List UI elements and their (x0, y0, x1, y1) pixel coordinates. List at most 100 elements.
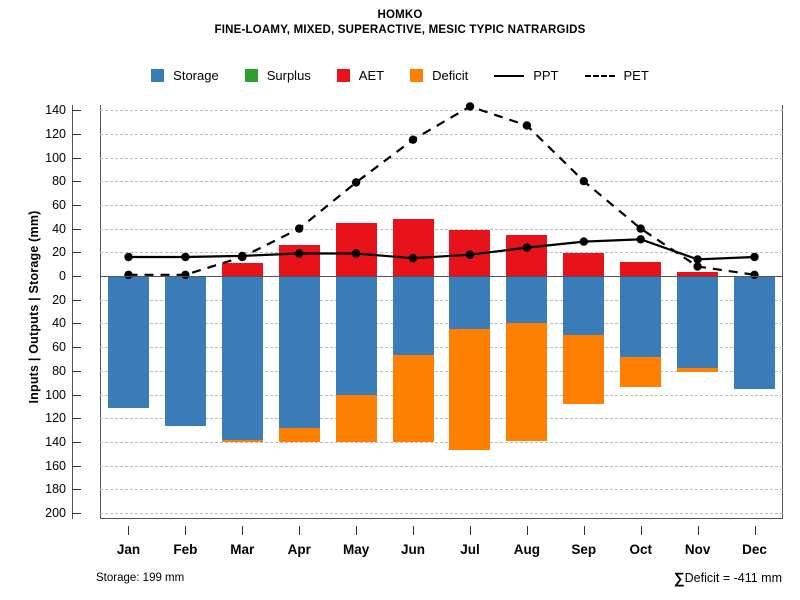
bar-segment-storage (278, 276, 320, 428)
x-tick-label-sep: Sep (571, 542, 597, 557)
deficit-total-label: ∑Deficit = -411 mm (674, 570, 782, 587)
y-tick-mark (72, 441, 81, 443)
x-tick-label-nov: Nov (684, 542, 711, 557)
x-tick-mark (583, 526, 585, 535)
ppt-point[interactable] (351, 249, 361, 258)
bar-segment-deficit (278, 427, 320, 442)
gridline (100, 418, 783, 420)
y-tick-label: 200 (45, 506, 66, 520)
legend-swatch-icon (410, 69, 424, 82)
bar-segment-aet (677, 272, 719, 276)
pet-point[interactable] (693, 262, 702, 271)
bar-segment-aet (392, 219, 434, 276)
ppt-line (128, 238, 755, 261)
pet-point[interactable] (181, 270, 190, 279)
legend-swatch-icon (151, 69, 165, 82)
ppt-point[interactable] (124, 252, 133, 262)
bar-group-feb[interactable] (164, 105, 206, 519)
bar-group-oct[interactable] (620, 105, 662, 519)
ppt-point[interactable] (522, 243, 532, 252)
bar-group-jun[interactable] (392, 105, 434, 519)
gridline (100, 441, 783, 443)
legend-label: AET (358, 68, 385, 83)
legend-item-storage[interactable]: Storage (151, 68, 219, 83)
legend-label: Deficit (432, 68, 469, 83)
bar-group-sep[interactable] (563, 105, 605, 519)
gridline (100, 157, 783, 159)
y-tick-label: 180 (45, 482, 66, 497)
y-tick-mark (72, 252, 81, 254)
bar-group-aug[interactable] (506, 105, 548, 519)
ppt-point[interactable] (408, 254, 418, 263)
y-tick-label: 160 (45, 458, 66, 473)
y-axis-title: Inputs | Outputs | Storage (mm) (27, 210, 41, 404)
x-tick-label-jan: Jan (116, 542, 141, 557)
bar-group-dec[interactable] (734, 105, 776, 519)
y-tick-mark (72, 157, 81, 159)
ppt-point[interactable] (181, 252, 190, 262)
y-tick-mark (72, 133, 81, 135)
x-tick-label-mar: Mar (230, 542, 255, 557)
bar-segment-storage (107, 276, 149, 408)
bar-segment-deficit (620, 356, 662, 388)
gridline (100, 370, 783, 372)
x-tick-mark (697, 526, 699, 535)
x-tick-mark (640, 526, 642, 535)
legend-item-surplus[interactable]: Surplus (244, 68, 311, 83)
ppt-point[interactable] (238, 251, 247, 261)
legend-item-aet[interactable]: AET (336, 68, 385, 83)
gridline (100, 204, 783, 206)
legend-label: PET (623, 68, 649, 83)
pet-point[interactable] (636, 224, 645, 233)
ppt-point[interactable] (636, 235, 645, 244)
pet-point[interactable] (351, 178, 361, 187)
sigma-icon: ∑ (673, 570, 685, 587)
gridline (100, 489, 783, 491)
ppt-point[interactable] (465, 250, 475, 259)
storage-total-label: Storage: 199 mm (96, 572, 185, 584)
y-tick-label: 100 (45, 150, 66, 165)
x-tick-mark (242, 526, 244, 535)
pet-point[interactable] (465, 102, 475, 111)
bar-group-jan[interactable] (107, 105, 149, 519)
legend-label: Storage (173, 68, 219, 83)
bar-segment-aet (563, 253, 605, 276)
pet-point[interactable] (124, 270, 133, 279)
y-tick-mark (72, 204, 81, 206)
zero-line (100, 276, 783, 277)
pet-point[interactable] (295, 224, 304, 233)
legend-item-pet[interactable]: PET (584, 68, 649, 83)
bar-group-may[interactable] (335, 105, 377, 519)
bar-segment-storage (677, 276, 719, 369)
ppt-point[interactable] (579, 237, 588, 246)
x-tick-mark (356, 526, 358, 535)
y-tick-label: 120 (45, 126, 66, 141)
y-tick-label: 20 (52, 245, 66, 260)
gridline (100, 228, 783, 230)
bar-group-mar[interactable] (221, 105, 263, 519)
plot-area (100, 102, 783, 519)
gridline (100, 110, 783, 112)
legend-item-deficit[interactable]: Deficit (410, 68, 468, 83)
ppt-point[interactable] (693, 255, 702, 264)
gridline (100, 252, 783, 254)
pet-point[interactable] (522, 121, 532, 130)
pet-point[interactable] (750, 270, 759, 279)
pet-point[interactable] (408, 135, 418, 144)
bar-segment-storage (335, 276, 377, 395)
ppt-point[interactable] (295, 249, 304, 258)
x-tick-label-jun: Jun (401, 542, 426, 557)
y-tick-label: 0 (59, 269, 66, 283)
pet-point[interactable] (579, 177, 588, 186)
bar-segment-storage (734, 276, 776, 389)
legend-item-ppt[interactable]: PPT (494, 68, 559, 83)
y-tick-label: 100 (45, 387, 66, 402)
ppt-point[interactable] (750, 252, 759, 262)
y-tick-mark (72, 276, 81, 277)
y-tick-label: 80 (52, 174, 66, 189)
y-tick-label: 40 (52, 221, 66, 236)
bar-group-nov[interactable] (677, 105, 719, 519)
x-tick-mark (469, 526, 471, 535)
line-series-group (124, 102, 759, 279)
gridline (100, 513, 783, 514)
